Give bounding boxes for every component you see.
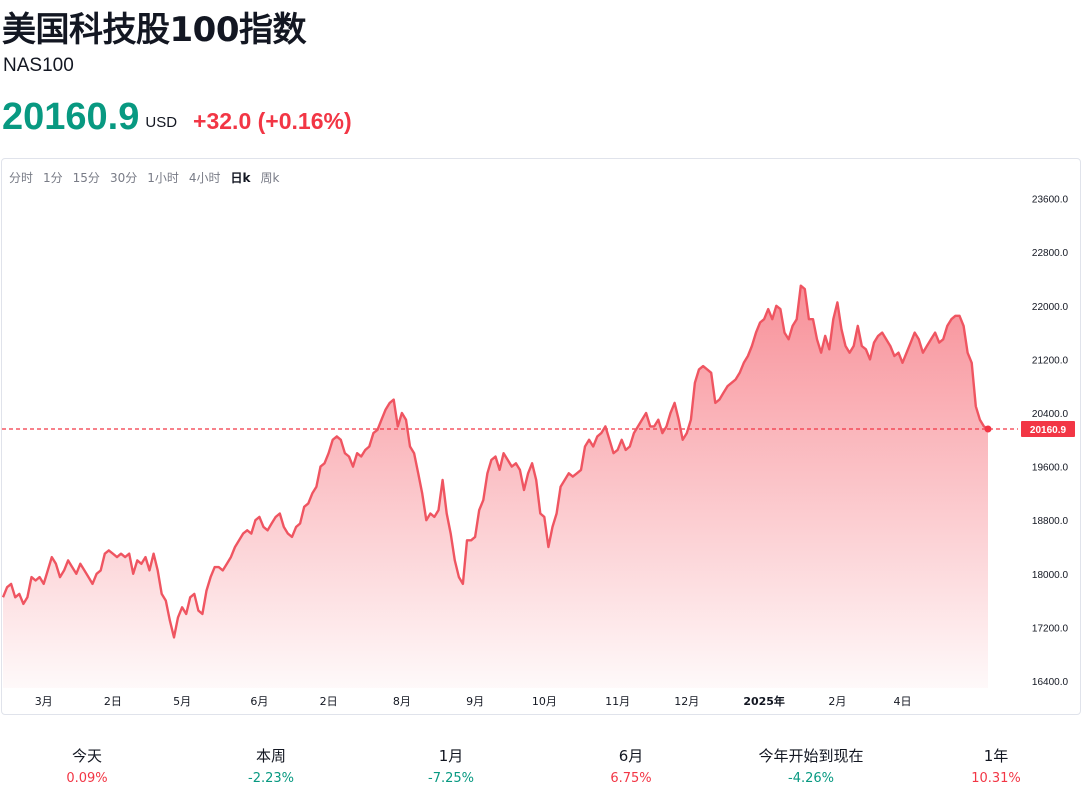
ticker-symbol: NAS100 — [3, 55, 74, 76]
x-tick-label: 5月 — [173, 695, 191, 708]
price-change: +32.0 (+0.16%) — [193, 108, 352, 134]
currency-label: USD — [145, 114, 178, 131]
last-price-badge — [1021, 421, 1075, 438]
interval-tab[interactable]: 4小时 — [188, 171, 221, 185]
stat-item[interactable]: 1年 10.31% — [926, 745, 1066, 786]
interval-tab[interactable]: 1小时 — [147, 171, 179, 185]
stat-label: 6月 — [618, 747, 644, 765]
price-series-line — [2, 284, 989, 639]
interval-tab[interactable]: 1分 — [43, 171, 63, 185]
x-tick-label: 11月 — [605, 695, 630, 708]
interval-tab[interactable]: 分时 — [9, 171, 34, 185]
stat-value: -4.26% — [788, 771, 834, 786]
interval-tab[interactable]: 周k — [260, 171, 280, 185]
chart-panel: 16400.0 17200.0 18000.0 18800.0 19600.0 20400… — [1, 158, 1081, 715]
stat-label: 本周 — [255, 747, 286, 765]
y-tick-label: 18000.0 — [1032, 570, 1069, 581]
x-tick-label: 4日 — [894, 695, 912, 708]
stat-value: 0.09% — [66, 771, 108, 786]
stat-item[interactable]: 本周 -2.23% — [201, 745, 341, 786]
stat-value: -2.23% — [248, 771, 294, 786]
performance-stats: 今天 0.09% 本周 -2.23% 1月 -7.25% 6月 6.75% 今年开始到现在 -4.… — [0, 745, 1085, 790]
page-title: 美国科技股100指数 — [2, 10, 306, 50]
x-tick-label: 3月 — [35, 695, 53, 708]
y-tick-label: 19600.0 — [1032, 463, 1069, 474]
x-tick-label: 10月 — [532, 695, 557, 708]
stat-item[interactable]: 今天 0.09% — [17, 745, 157, 786]
stat-label: 1月 — [438, 747, 464, 765]
stat-item[interactable]: 1月 -7.25% — [381, 745, 521, 786]
current-price: 20160.9 — [2, 96, 140, 138]
stat-value: 6.75% — [610, 771, 652, 786]
stat-item[interactable]: 今年开始到现在 -4.26% — [741, 745, 881, 786]
y-tick-label: 18800.0 — [1032, 516, 1069, 527]
x-tick-label: 2日 — [104, 695, 122, 708]
x-tick-label: 2月 — [828, 695, 846, 708]
stat-item[interactable]: 6月 6.75% — [561, 745, 701, 786]
x-tick-label: 2日 — [320, 695, 338, 708]
x-tick-label: 2025年 — [743, 694, 785, 708]
x-tick-label: 9月 — [466, 695, 484, 708]
y-tick-label: 22800.0 — [1032, 248, 1069, 259]
y-tick-label: 16400.0 — [1032, 677, 1069, 688]
stat-label: 今天 — [71, 747, 102, 765]
interval-tab[interactable]: 30分 — [109, 171, 138, 185]
stat-value: -7.25% — [428, 771, 474, 786]
stat-label: 1年 — [983, 747, 1009, 765]
price-chart[interactable]: 16400.0 17200.0 18000.0 18800.0 19600.0 20400… — [2, 159, 1080, 714]
x-tick-label: 8月 — [393, 695, 411, 708]
y-tick-label: 21200.0 — [1032, 355, 1069, 366]
y-tick-label: 22000.0 — [1032, 302, 1069, 313]
y-tick-label: 20400.0 — [1032, 409, 1069, 420]
price-area — [3, 285, 988, 688]
interval-tab[interactable]: 15分 — [72, 171, 100, 185]
last-price-dot — [984, 425, 992, 433]
y-tick-label: 23600.0 — [1032, 195, 1069, 206]
y-tick-label: 17200.0 — [1032, 623, 1069, 634]
interval-tab[interactable]: 日k — [230, 171, 251, 185]
last-price-label: 20160.9 — [1030, 425, 1067, 436]
stat-label: 今年开始到现在 — [758, 747, 864, 765]
price-row: 20160.9 USD +32.0 (+0.16%) — [2, 90, 352, 140]
interval-selector: 分时 1分 15分 30分 1小时 4小时 日k 周k — [9, 169, 279, 186]
x-tick-label: 12月 — [674, 695, 699, 708]
x-tick-label: 6月 — [250, 695, 268, 708]
stat-value: 10.31% — [971, 771, 1021, 786]
